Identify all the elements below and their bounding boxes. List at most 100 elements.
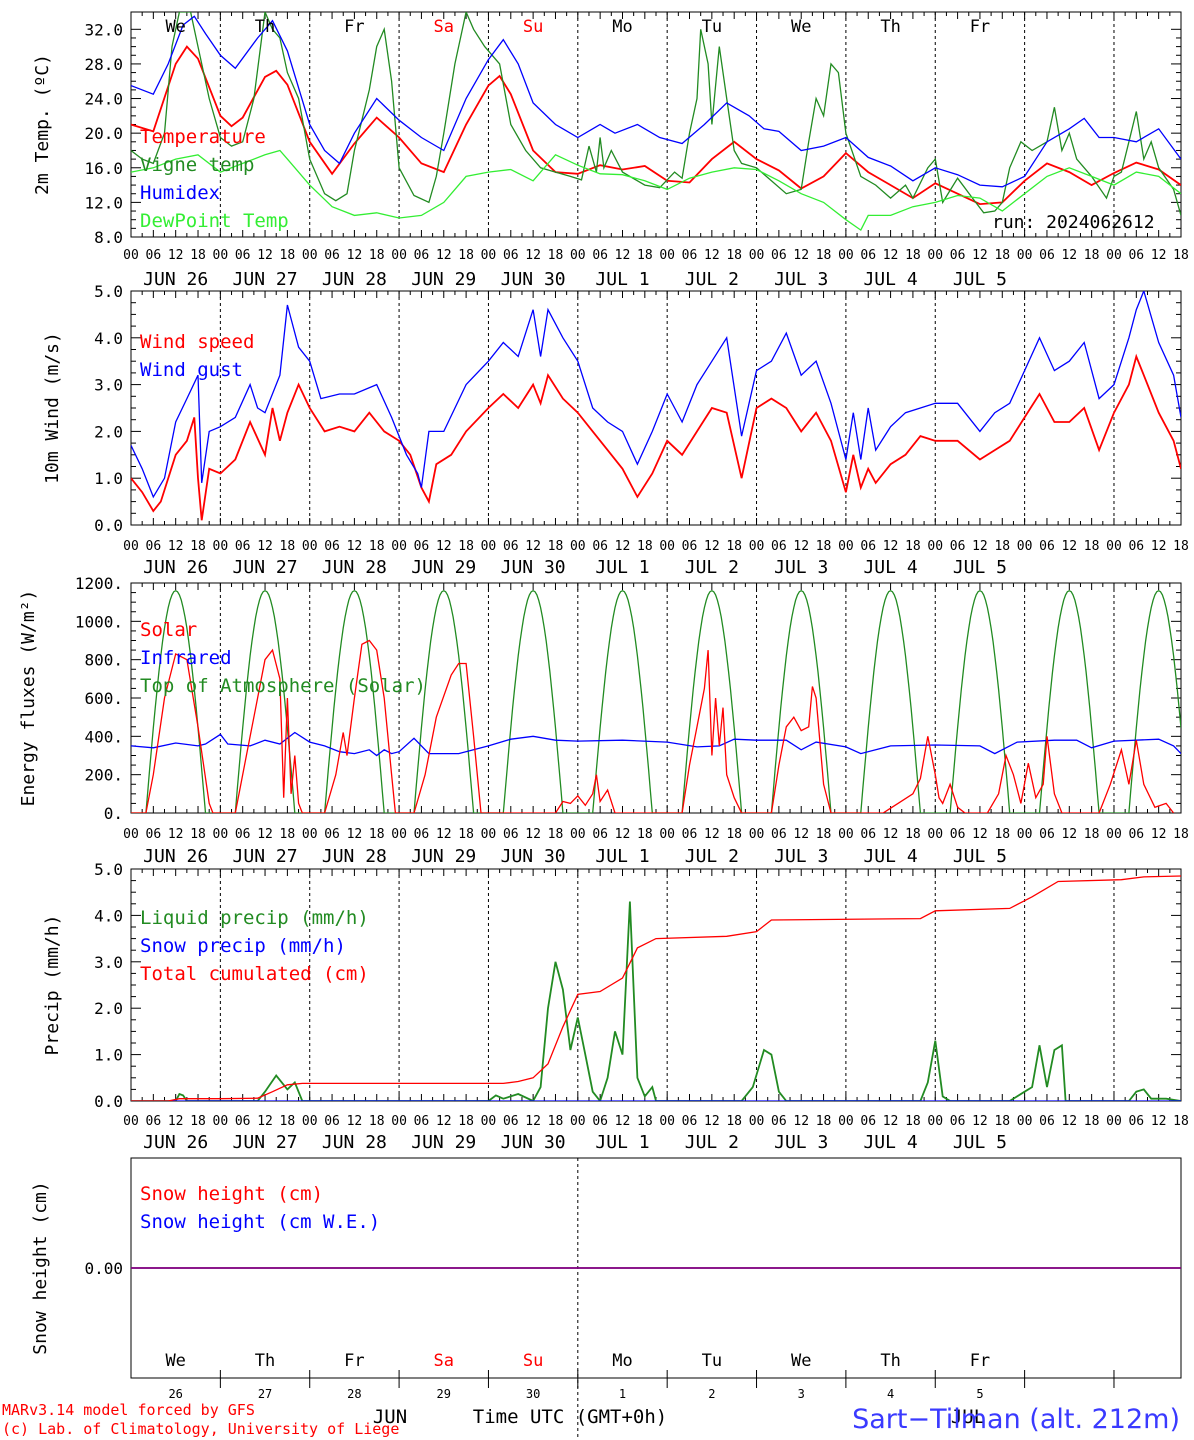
y-tick-label: 400. — [84, 727, 123, 746]
hour-tick-label: 06 — [592, 539, 608, 554]
hour-tick-label: 12 — [972, 248, 988, 263]
hour-tick-label: 12 — [1061, 1114, 1077, 1129]
date-label: JUN 28 — [322, 557, 387, 578]
date-label: JUL 5 — [953, 846, 1007, 867]
hour-tick-label: 00 — [1017, 539, 1033, 554]
hour-tick-label: 12 — [347, 827, 363, 842]
chart-panel-2: 00 06 12 18 00 06 12 18 00 06 12 18 00 06 12 18 00 06 12 18… — [42, 282, 1189, 578]
y-tick-label: 0.0 — [94, 1092, 123, 1111]
date-label: JUN 30 — [501, 557, 566, 578]
hour-tick-label: 06 — [1128, 248, 1144, 263]
hour-tick-label: 18 — [905, 1114, 921, 1129]
y-tick-label: 32.0 — [84, 20, 123, 39]
hour-tick-label: 18 — [726, 539, 742, 554]
hour-tick-label: 00 — [213, 539, 229, 554]
legend-entry: Snow precip (mm/h) — [140, 935, 346, 957]
date-label: JUL 1 — [595, 557, 649, 578]
date-label: JUL 3 — [774, 1132, 828, 1153]
hour-tick-label: 12 — [1151, 827, 1167, 842]
hour-tick-label: 18 — [816, 539, 832, 554]
legend-entry: Temperature — [140, 126, 266, 148]
y-tick-label: 16.0 — [84, 159, 123, 178]
hour-tick-label: 00 — [749, 827, 765, 842]
footer-day-number: 5 — [976, 1387, 983, 1401]
series-line-solar — [131, 639, 1175, 813]
date-label: JUN 29 — [411, 846, 476, 867]
weekday-label: We — [165, 1351, 185, 1371]
hour-tick-label: 06 — [1128, 1114, 1144, 1129]
date-label: JUN 28 — [322, 269, 387, 290]
hour-tick-label: 12 — [972, 539, 988, 554]
hour-tick-label: 12 — [525, 248, 541, 263]
hour-tick-label: 12 — [436, 248, 452, 263]
hour-tick-label: 00 — [391, 539, 407, 554]
hour-tick-label: 00 — [1106, 1114, 1122, 1129]
hour-tick-label: 06 — [414, 1114, 430, 1129]
hour-tick-label: 18 — [994, 827, 1010, 842]
hour-tick-label: 06 — [860, 827, 876, 842]
hour-tick-label: 06 — [950, 827, 966, 842]
hour-tick-label: 18 — [637, 539, 653, 554]
weekday-label: Su — [523, 1351, 543, 1371]
hour-tick-label: 00 — [838, 827, 854, 842]
weekday-label: Tu — [702, 17, 722, 37]
hour-tick-label: 18 — [637, 1114, 653, 1129]
y-tick-label: 5.0 — [94, 860, 123, 879]
date-label: JUN 28 — [322, 846, 387, 867]
hour-tick-label: 00 — [659, 1114, 675, 1129]
hour-tick-label: 06 — [860, 248, 876, 263]
hour-tick-label: 00 — [570, 248, 586, 263]
hour-tick-label: 18 — [190, 827, 206, 842]
hour-tick-label: 12 — [1151, 1114, 1167, 1129]
hour-tick-label: 00 — [927, 248, 943, 263]
hour-tick-label: 06 — [592, 248, 608, 263]
hour-tick-label: 06 — [1128, 539, 1144, 554]
hour-tick-label: 18 — [637, 248, 653, 263]
series-line-humidex — [131, 15, 1181, 188]
hour-tick-label: 18 — [726, 827, 742, 842]
y-tick-label: 5.0 — [94, 282, 123, 301]
hour-tick-label: 00 — [481, 539, 497, 554]
hour-tick-label: 12 — [168, 248, 184, 263]
panels: 00 06 12 18 00 06 12 18 00 06 12 18 00 06 12 18 00 06 12 18… — [18, 11, 1189, 1440]
y-tick-label: 2.0 — [94, 422, 123, 441]
hour-tick-label: 00 — [481, 827, 497, 842]
legend-entry: Total cumulated (cm) — [140, 963, 369, 985]
hour-tick-label: 06 — [771, 248, 787, 263]
hour-tick-label: 06 — [503, 539, 519, 554]
hour-tick-label: 00 — [123, 827, 139, 842]
hour-tick-label: 00 — [391, 1114, 407, 1129]
hour-tick-label: 00 — [213, 248, 229, 263]
hour-tick-label: 06 — [682, 539, 698, 554]
series-line-wind-gust — [131, 291, 1181, 499]
y-tick-label: 0. — [104, 804, 123, 823]
hour-tick-label: 18 — [905, 248, 921, 263]
hour-tick-label: 12 — [793, 1114, 809, 1129]
weekday-label: We — [791, 1351, 811, 1371]
y-tick-label: 3.0 — [94, 376, 123, 395]
hour-tick-label: 12 — [168, 539, 184, 554]
legend-entry: Snow height (cm) — [140, 1183, 323, 1205]
hour-tick-label: 18 — [458, 827, 474, 842]
hour-tick-label: 12 — [436, 1114, 452, 1129]
hour-tick-label: 00 — [749, 1114, 765, 1129]
hour-tick-label: 12 — [615, 539, 631, 554]
hour-tick-label: 06 — [860, 1114, 876, 1129]
hour-tick-label: 12 — [1061, 248, 1077, 263]
y-tick-label: 8.0 — [94, 228, 123, 247]
hour-tick-label: 00 — [838, 539, 854, 554]
hour-tick-label: 00 — [213, 827, 229, 842]
series-line-infrared — [131, 731, 1181, 757]
hour-tick-label: 18 — [548, 1114, 564, 1129]
hour-tick-label: 18 — [369, 1114, 385, 1129]
date-label: JUN 30 — [501, 269, 566, 290]
hour-tick-label: 18 — [190, 539, 206, 554]
hour-tick-label: 18 — [548, 539, 564, 554]
hour-tick-label: 18 — [1173, 827, 1189, 842]
date-label: JUN 26 — [143, 1132, 208, 1153]
hour-tick-label: 12 — [168, 827, 184, 842]
hour-tick-label: 18 — [1084, 248, 1100, 263]
y-tick-label: 2.0 — [94, 999, 123, 1018]
hour-tick-label: 12 — [525, 1114, 541, 1129]
hour-tick-label: 12 — [1061, 539, 1077, 554]
